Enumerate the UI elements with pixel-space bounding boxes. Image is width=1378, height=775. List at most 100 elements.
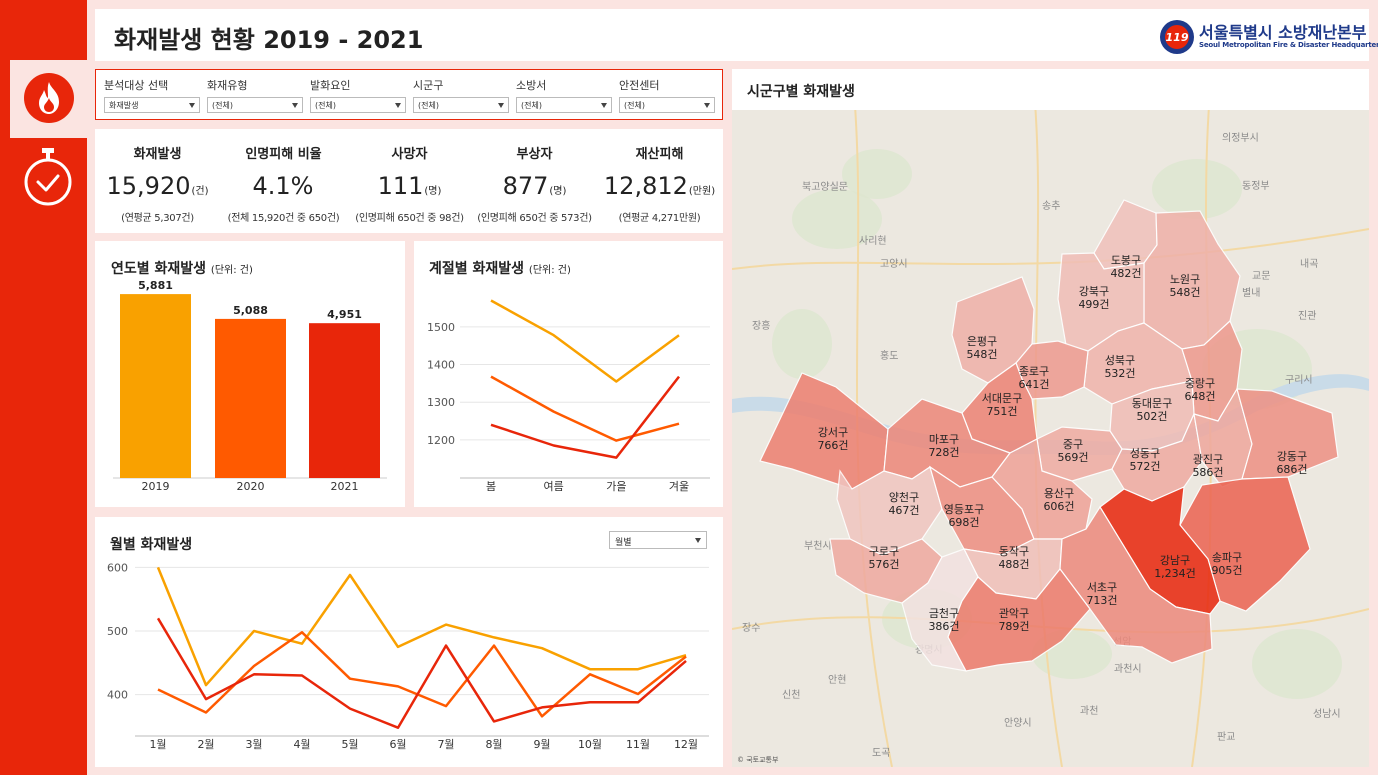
kpi-property-damage: 재산피해 12,812(만원) (연평균 4,271만원): [597, 129, 722, 233]
y-tick-label: 1300: [427, 396, 455, 409]
series-line-2[interactable]: [157, 631, 687, 718]
seoul-district-map[interactable]: 의정부시북고양실문사리현고양시송추구리시부천시광명시과천시안양시성남시별내진관내…: [732, 69, 1369, 767]
district-name-label: 도봉구: [1111, 254, 1141, 267]
district-value-label: 572건: [1129, 460, 1160, 473]
district-용산구[interactable]: [991, 438, 1093, 540]
x-tick-label: 2월: [197, 738, 214, 751]
district-value-label: 641건: [1018, 378, 1049, 391]
filter-label: 안전센터: [619, 79, 660, 92]
svg-text:119: 119: [1166, 31, 1189, 44]
district-name-label: 강서구: [818, 426, 848, 439]
district-value-label: 502건: [1136, 410, 1167, 423]
district-name-label: 은평구: [967, 335, 997, 348]
yearly-chart-panel: 연도별 화재발생 (단위: 건) 5,881 2019 5,088 2020 4,951…: [95, 241, 405, 507]
filter-analysis-target: 분석대상 선택 화재발생: [104, 77, 200, 113]
kpi-subtext: (연평균 4,271만원): [618, 213, 701, 224]
basemap-place-label: 진관: [1298, 310, 1316, 322]
filter-select[interactable]: (전체): [207, 97, 303, 113]
district-value-label: 1,234건: [1154, 567, 1196, 580]
kpi-injuries: 부상자 877(명) (인명피해 650건 중 573건): [472, 129, 597, 233]
x-tick-label: 3월: [245, 738, 262, 751]
x-tick-label: 10월: [578, 738, 602, 751]
district-value-label: 576건: [868, 558, 899, 571]
district-value-label: 386건: [928, 620, 959, 633]
district-value-label: 728건: [928, 446, 959, 459]
x-tick-label: 봄: [486, 480, 496, 493]
district-name-label: 구로구: [869, 545, 899, 558]
series-line-2[interactable]: [490, 375, 680, 442]
bar-2021[interactable]: [309, 323, 380, 478]
bar-value-label: 4,951: [327, 308, 362, 321]
chevron-down-icon: [695, 538, 701, 543]
y-tick-label: 1500: [427, 321, 455, 334]
basemap-park: [1152, 159, 1242, 219]
district-성동구[interactable]: [1111, 411, 1203, 502]
series-line-3[interactable]: [156, 617, 687, 729]
chevron-down-icon: [498, 103, 504, 108]
district-name-label: 중구: [1063, 438, 1083, 451]
chevron-down-icon: [292, 103, 298, 108]
district-강동구[interactable]: [1236, 388, 1339, 480]
district-name-label: 관악구: [999, 607, 1029, 620]
nav-stopwatch-button[interactable]: [18, 144, 78, 210]
series-line-1[interactable]: [490, 299, 680, 383]
filter-select[interactable]: (전체): [310, 97, 406, 113]
basemap-road: [851, 69, 893, 767]
district-name-label: 중랑구: [1185, 377, 1215, 390]
district-map-panel: 의정부시북고양실문사리현고양시송추구리시부천시광명시과천시안양시성남시별내진관내…: [732, 69, 1369, 767]
district-name-label: 금천구: [929, 606, 959, 620]
series-line-1[interactable]: [156, 566, 687, 687]
x-tick-label: 가을: [606, 480, 626, 493]
basemap-place-label: 장수: [742, 622, 760, 634]
kpi-subtext: (전체 15,920건 중 650건): [227, 213, 340, 224]
basemap-place-label: 사리현: [859, 235, 887, 247]
filter-select[interactable]: 화재발생: [104, 97, 200, 113]
chevron-down-icon: [189, 103, 195, 108]
fire-department-emblem-icon: 119: [1160, 20, 1194, 54]
filter-select[interactable]: (전체): [413, 97, 509, 113]
filter-select[interactable]: (전체): [619, 97, 715, 113]
series-line-3[interactable]: [490, 375, 680, 459]
basemap-place-label: 성남시: [1313, 708, 1341, 720]
kpi-label: 인명피해 비율: [245, 147, 322, 162]
district-name-label: 영등포구: [944, 503, 984, 516]
kpi-label: 사망자: [391, 147, 428, 162]
kpi-panel: 화재발생 15,920(건) (연평균 5,307건) 인명피해 비율 4.1%…: [95, 129, 723, 233]
basemap-place-label: 송추: [1042, 200, 1060, 212]
district-name-label: 양천구: [889, 490, 919, 504]
kpi-deaths: 사망자 111(명) (인명피해 650건 중 98건): [347, 129, 472, 233]
filter-panel: 분석대상 선택 화재발생 화재유형 (전체) 발화요인 (전체) 시군구 (전체…: [95, 69, 723, 120]
district-서초구[interactable]: [1059, 505, 1213, 664]
monthly-chart-title: 월별 화재발생: [110, 537, 193, 553]
district-name-label: 성동구: [1130, 447, 1160, 460]
x-tick-label: 겨울: [669, 480, 689, 493]
basemap-place-label: 동정부: [1242, 180, 1270, 192]
kpi-value: 111(명): [377, 172, 442, 200]
kpi-value: 12,812(만원): [603, 172, 716, 200]
x-tick-label: 여름: [544, 480, 564, 493]
district-관악구[interactable]: [947, 568, 1091, 672]
monthly-line-chart: 400 500 600 1월 2월 3월 4월 5월 6월 7월 8월 9월 10월 11월 12월: [107, 561, 709, 751]
filter-fire-type: 화재유형 (전체): [207, 77, 303, 113]
district-value-label: 751건: [986, 405, 1017, 418]
bar-2019[interactable]: [120, 294, 191, 478]
y-tick-label: 600: [107, 561, 128, 574]
kpi-subtext: (인명피해 650건 중 573건): [477, 213, 592, 224]
bar-2020[interactable]: [215, 318, 286, 478]
x-tick-label: 6월: [389, 738, 406, 751]
x-tick-label: 2021: [331, 480, 359, 493]
district-value-label: 686건: [1276, 463, 1307, 476]
basemap-place-label: 홍도: [880, 349, 898, 362]
chevron-down-icon: [395, 103, 401, 108]
basemap-place-label: 부천시: [804, 540, 832, 552]
bar-value-label: 5,881: [138, 279, 173, 292]
nav-fire-button[interactable]: [10, 60, 87, 138]
district-value-label: 713건: [1086, 594, 1117, 607]
monthly-period-dropdown[interactable]: 월별: [609, 531, 707, 549]
basemap-place-label: 내곡: [1300, 258, 1318, 270]
filter-select[interactable]: (전체): [516, 97, 612, 113]
page-title: 화재발생 현황 2019 - 2021: [114, 26, 424, 54]
basemap-place-label: 도곡: [872, 747, 890, 759]
filter-label: 시군구: [413, 79, 444, 92]
district-value-label: 648건: [1184, 390, 1215, 403]
